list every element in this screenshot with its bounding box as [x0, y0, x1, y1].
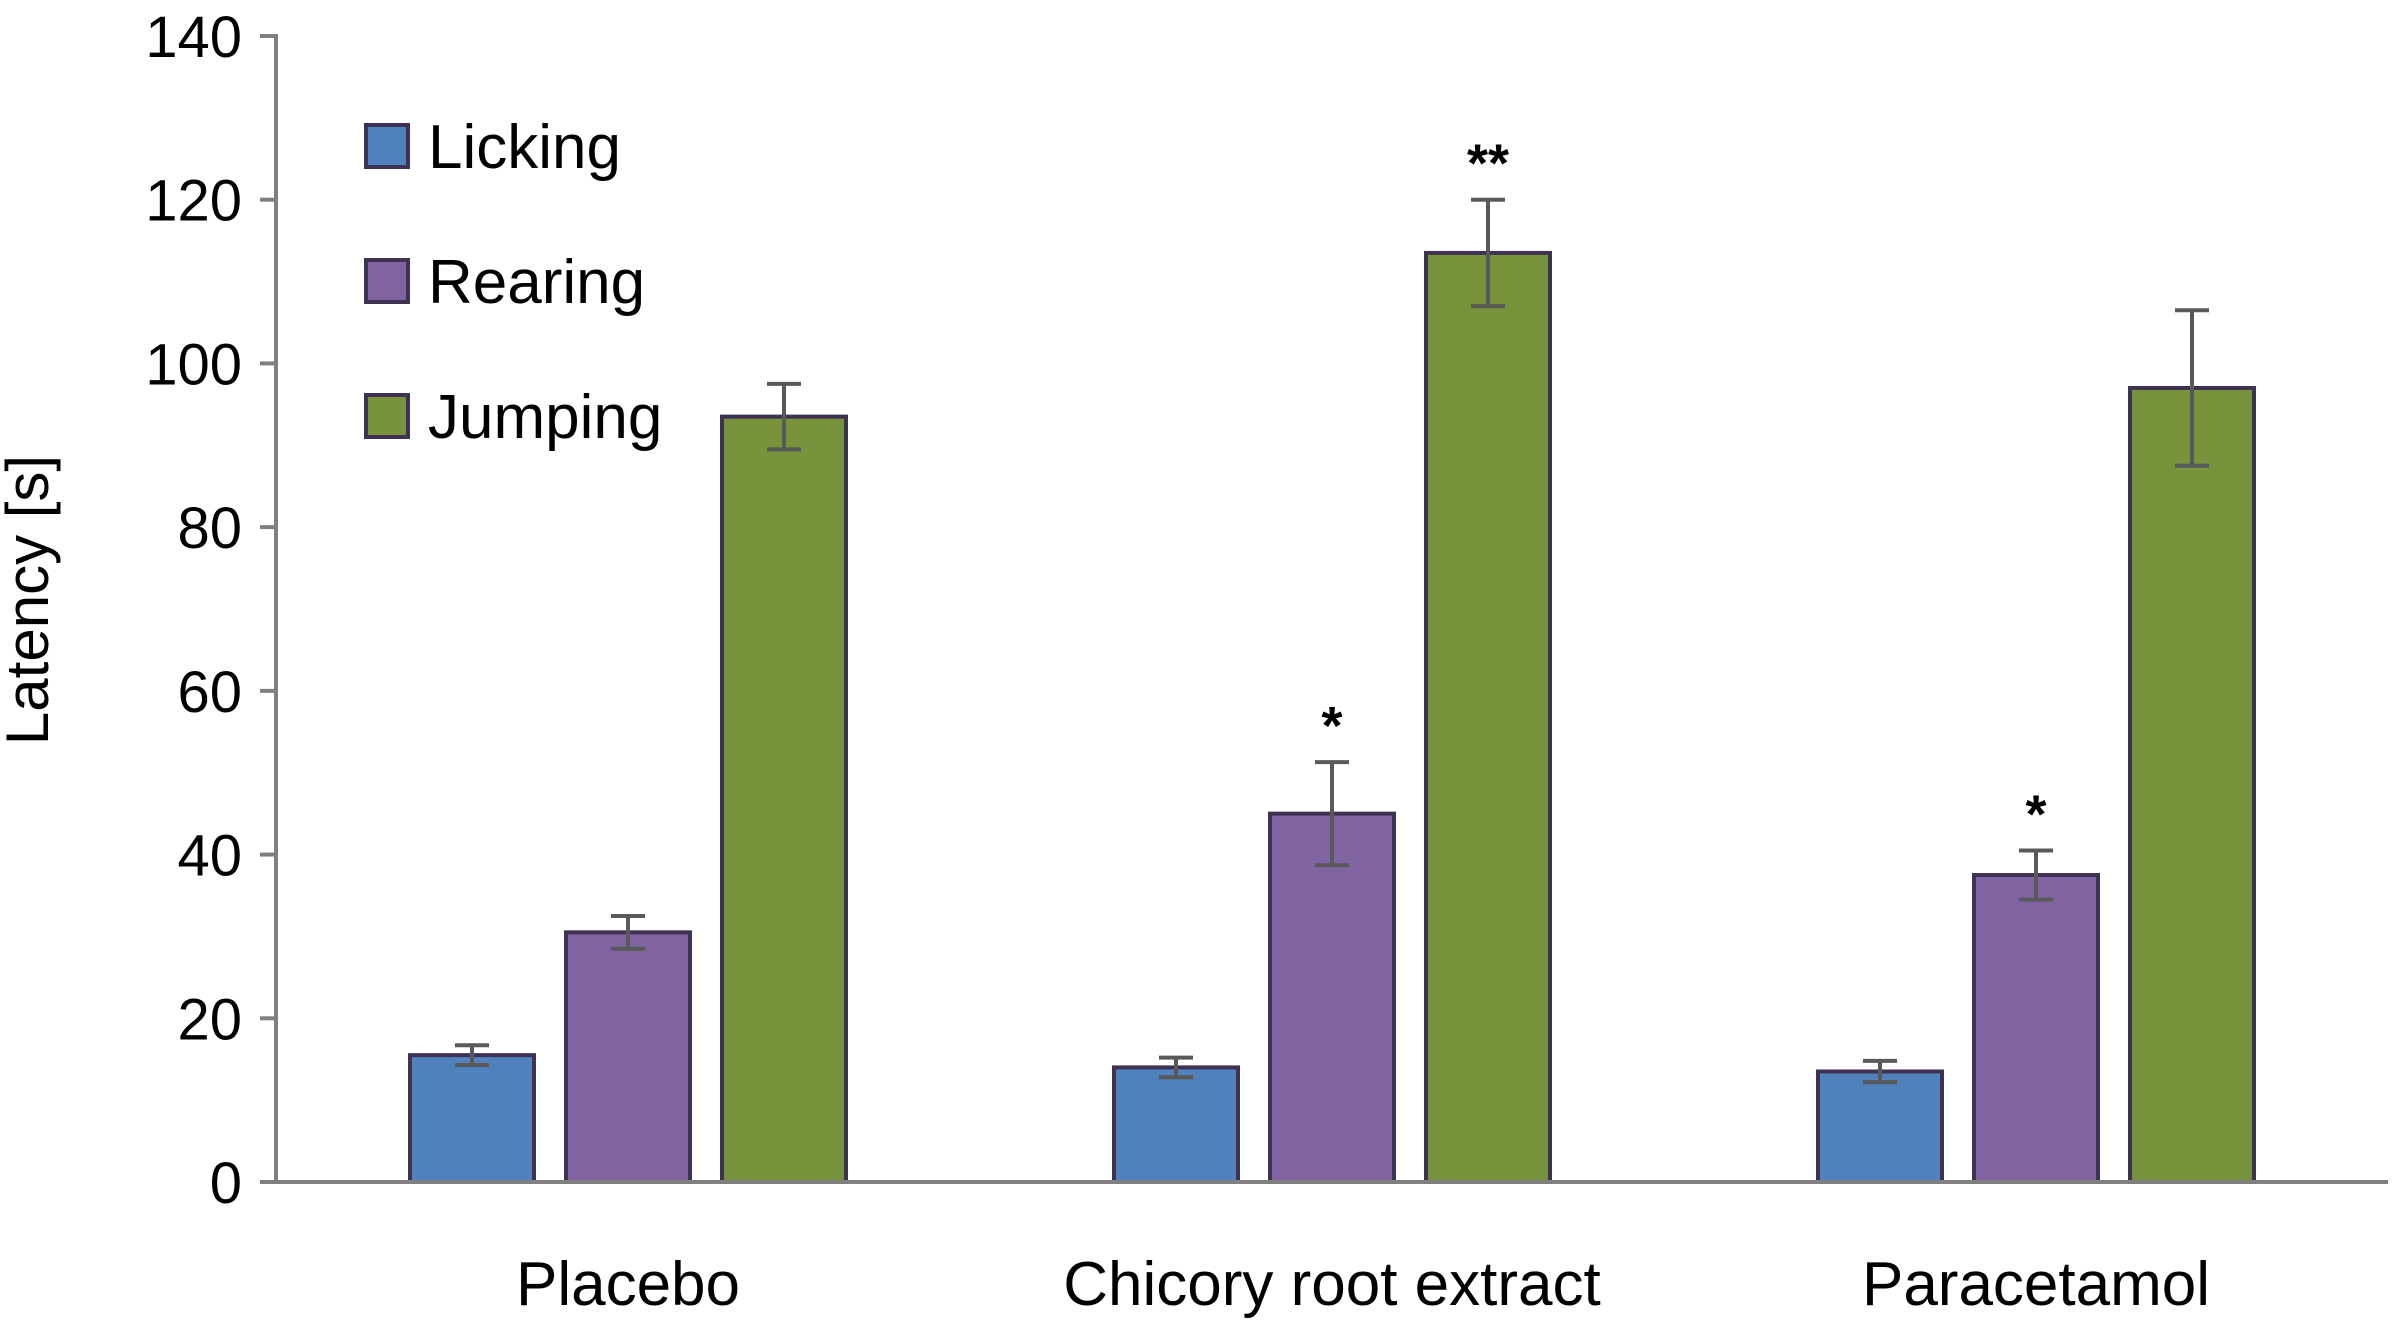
- significance-markers: ****: [1321, 134, 2046, 845]
- y-axis-ticks: 0 20 40 60 80 100 120 140: [145, 5, 276, 1216]
- bar-rearing-1: [564, 930, 692, 1184]
- y-tick-label: 0: [210, 1151, 242, 1216]
- y-tick-label: 40: [177, 824, 242, 889]
- legend-item-licking: Licking: [364, 113, 621, 182]
- y-tick-label: 120: [145, 169, 242, 234]
- error-bar-rearing-3: [2019, 848, 2053, 902]
- y-tick-label: 80: [177, 496, 242, 561]
- legend-swatch: [364, 393, 410, 439]
- y-tick-label: 140: [145, 5, 242, 70]
- bar-licking-1: [408, 1053, 536, 1185]
- error-bar-licking-2: [1159, 1055, 1193, 1080]
- error-bar-jumping-1: [767, 381, 801, 452]
- error-bar-rearing-2: [1315, 760, 1349, 868]
- bar-rearing-3: [1972, 873, 2100, 1184]
- y-tick-label: 100: [145, 332, 242, 397]
- error-bar-rearing-1: [611, 913, 645, 951]
- legend-label: Jumping: [428, 383, 662, 452]
- axes: [260, 34, 2388, 1184]
- error-bar-licking-3: [1863, 1058, 1897, 1085]
- error-bars: [455, 197, 2209, 1085]
- x-category-label: Paracetamol: [1862, 1250, 2210, 1319]
- legend-label: Licking: [428, 113, 621, 182]
- x-axis-labels: Placebo Chicory root extract Paracetamol: [516, 1250, 2210, 1319]
- y-tick-label: 20: [177, 987, 242, 1052]
- error-bar-jumping-2: [1471, 197, 1505, 309]
- legend-swatch: [364, 123, 410, 169]
- legend-swatch: [364, 258, 410, 304]
- bar-licking-3: [1816, 1069, 1944, 1184]
- legend-item-jumping: Jumping: [364, 383, 662, 452]
- x-category-label: Chicory root extract: [1063, 1250, 1601, 1319]
- bar-jumping-1: [720, 414, 848, 1184]
- significance-marker: **: [1467, 134, 1509, 194]
- bar-jumping-2: [1424, 250, 1552, 1184]
- legend-item-rearing: Rearing: [364, 248, 645, 317]
- y-axis-title: Latency [s]: [0, 455, 61, 745]
- significance-marker: *: [1321, 696, 1342, 756]
- bar-licking-2: [1112, 1065, 1240, 1185]
- legend: Licking Rearing Jumping: [364, 113, 662, 452]
- error-bar-licking-1: [455, 1043, 489, 1067]
- significance-marker: *: [2025, 784, 2046, 844]
- bars: [408, 250, 2256, 1185]
- bar-rearing-2: [1268, 811, 1396, 1185]
- x-category-label: Placebo: [516, 1250, 740, 1319]
- legend-label: Rearing: [428, 248, 645, 317]
- y-tick-label: 60: [177, 660, 242, 725]
- error-bar-jumping-3: [2175, 308, 2209, 468]
- bar-jumping-3: [2128, 385, 2256, 1184]
